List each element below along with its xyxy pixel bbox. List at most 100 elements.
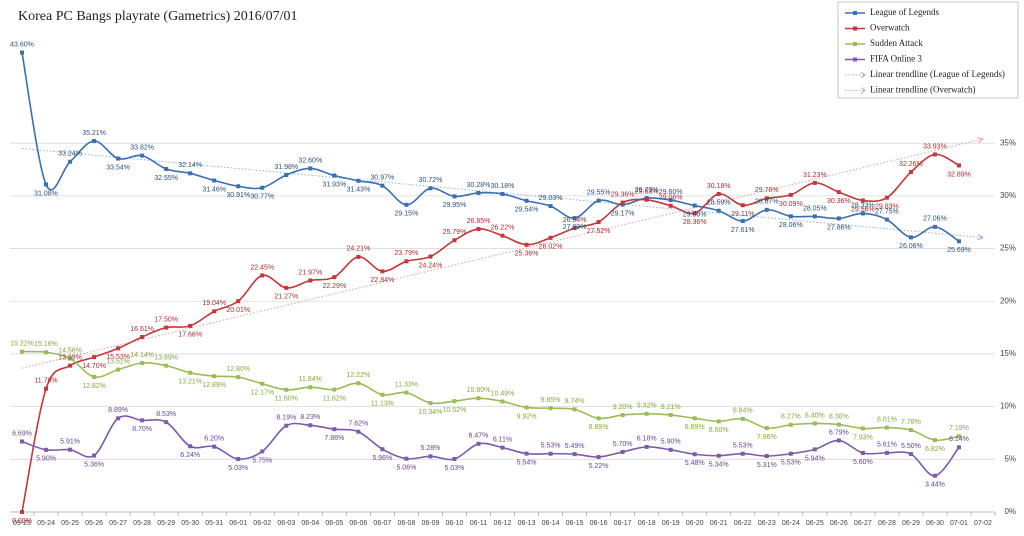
marker xyxy=(44,182,49,187)
marker xyxy=(452,238,457,243)
data-label: 12.22% xyxy=(346,372,370,379)
data-label: 12.82% xyxy=(82,383,106,390)
x-tick-label: 06-03 xyxy=(277,520,295,527)
marker xyxy=(692,452,697,457)
marker xyxy=(572,226,577,231)
data-label: 7.93% xyxy=(853,434,873,441)
legend-label: FIFA Online 3 xyxy=(870,54,922,64)
legend-label: Linear trendline (Overwatch) xyxy=(870,85,975,95)
data-label: 10.34% xyxy=(419,409,443,416)
marker xyxy=(68,363,73,368)
x-tick-label: 06-22 xyxy=(734,520,752,527)
data-label: 28.36% xyxy=(683,219,707,226)
data-label: 29.63% xyxy=(635,189,659,196)
marker xyxy=(236,299,241,304)
marker xyxy=(860,450,865,455)
marker xyxy=(44,350,49,355)
data-label: 15.53% xyxy=(106,354,130,361)
marker xyxy=(284,423,289,428)
marker xyxy=(308,278,313,283)
data-label: 9.85% xyxy=(541,397,561,404)
x-tick-label: 06-15 xyxy=(566,520,584,527)
marker xyxy=(524,242,529,247)
data-label: 32.89% xyxy=(947,171,971,178)
x-tick-label: 05-27 xyxy=(109,520,127,527)
x-tick-label: 06-20 xyxy=(686,520,704,527)
marker xyxy=(236,375,241,380)
marker xyxy=(140,418,145,423)
marker xyxy=(116,346,121,351)
marker xyxy=(788,192,793,197)
data-label: 8.53% xyxy=(156,411,176,418)
marker xyxy=(500,445,505,450)
data-label: 33.24% xyxy=(58,151,82,158)
data-label: 26.94% xyxy=(563,217,587,224)
data-label: 31.98% xyxy=(274,164,298,171)
data-label: 32.60% xyxy=(298,157,322,164)
marker xyxy=(740,451,745,456)
marker xyxy=(884,217,889,222)
data-label: 8.23% xyxy=(300,414,320,421)
marker xyxy=(500,191,505,196)
marker xyxy=(932,438,937,443)
data-label: 29.15% xyxy=(395,211,419,218)
marker xyxy=(956,434,961,439)
marker xyxy=(164,167,169,171)
marker xyxy=(500,233,505,238)
data-label: 6.47% xyxy=(469,433,489,440)
data-label: 8.30% xyxy=(829,413,849,420)
marker xyxy=(932,473,937,478)
x-tick-label: 06-29 xyxy=(902,520,920,527)
marker xyxy=(692,416,697,421)
x-tick-label: 06-07 xyxy=(373,520,391,527)
marker xyxy=(428,401,433,406)
y-tick-label: 25% xyxy=(1000,244,1016,253)
data-label: 19.04% xyxy=(202,300,226,307)
y-tick-label: 5% xyxy=(1004,454,1016,463)
series-line xyxy=(21,350,960,442)
marker xyxy=(836,190,841,195)
data-label: 31.43% xyxy=(346,187,370,194)
data-label: 9.20% xyxy=(613,404,633,411)
data-label: 24.21% xyxy=(346,246,370,253)
data-label: 35.21% xyxy=(82,130,106,137)
data-label: 26.22% xyxy=(491,225,515,232)
y-tick-label: 30% xyxy=(1000,191,1016,200)
x-tick-label: 05-29 xyxy=(157,520,175,527)
marker xyxy=(212,309,217,314)
data-label: 5.49% xyxy=(565,443,585,450)
data-label: 5.53% xyxy=(781,460,801,467)
data-label: 30.77% xyxy=(250,194,274,201)
marker xyxy=(404,202,409,207)
marker xyxy=(92,355,97,360)
marker xyxy=(932,224,937,229)
marker xyxy=(524,451,529,456)
x-tick-label: 06-17 xyxy=(614,520,632,527)
x-tick-label: 05-28 xyxy=(133,520,151,527)
marker xyxy=(188,323,193,328)
legend xyxy=(837,1,1019,99)
legend-label: Sudden Attack xyxy=(870,38,923,48)
marker xyxy=(140,334,145,339)
marker xyxy=(68,447,73,452)
data-label: 7.96% xyxy=(757,434,777,441)
data-label: 24.24% xyxy=(419,262,443,269)
legend-marker xyxy=(853,26,857,31)
marker xyxy=(164,420,169,425)
data-label: 21.27% xyxy=(274,294,298,301)
data-label: 8.84% xyxy=(733,408,753,415)
marker xyxy=(884,425,889,430)
marker xyxy=(332,387,337,392)
marker xyxy=(572,452,577,457)
marker xyxy=(92,138,97,143)
data-label: 17.50% xyxy=(154,316,178,323)
marker xyxy=(332,173,337,178)
data-label: 29.06% xyxy=(659,195,683,202)
marker xyxy=(92,374,97,379)
data-label: 6.18% xyxy=(637,436,657,443)
legend-label: Linear trendline (League of Legends) xyxy=(870,69,1005,79)
x-tick-label: 06-04 xyxy=(301,520,319,527)
marker xyxy=(908,170,913,175)
data-label: 6.24% xyxy=(180,452,200,459)
